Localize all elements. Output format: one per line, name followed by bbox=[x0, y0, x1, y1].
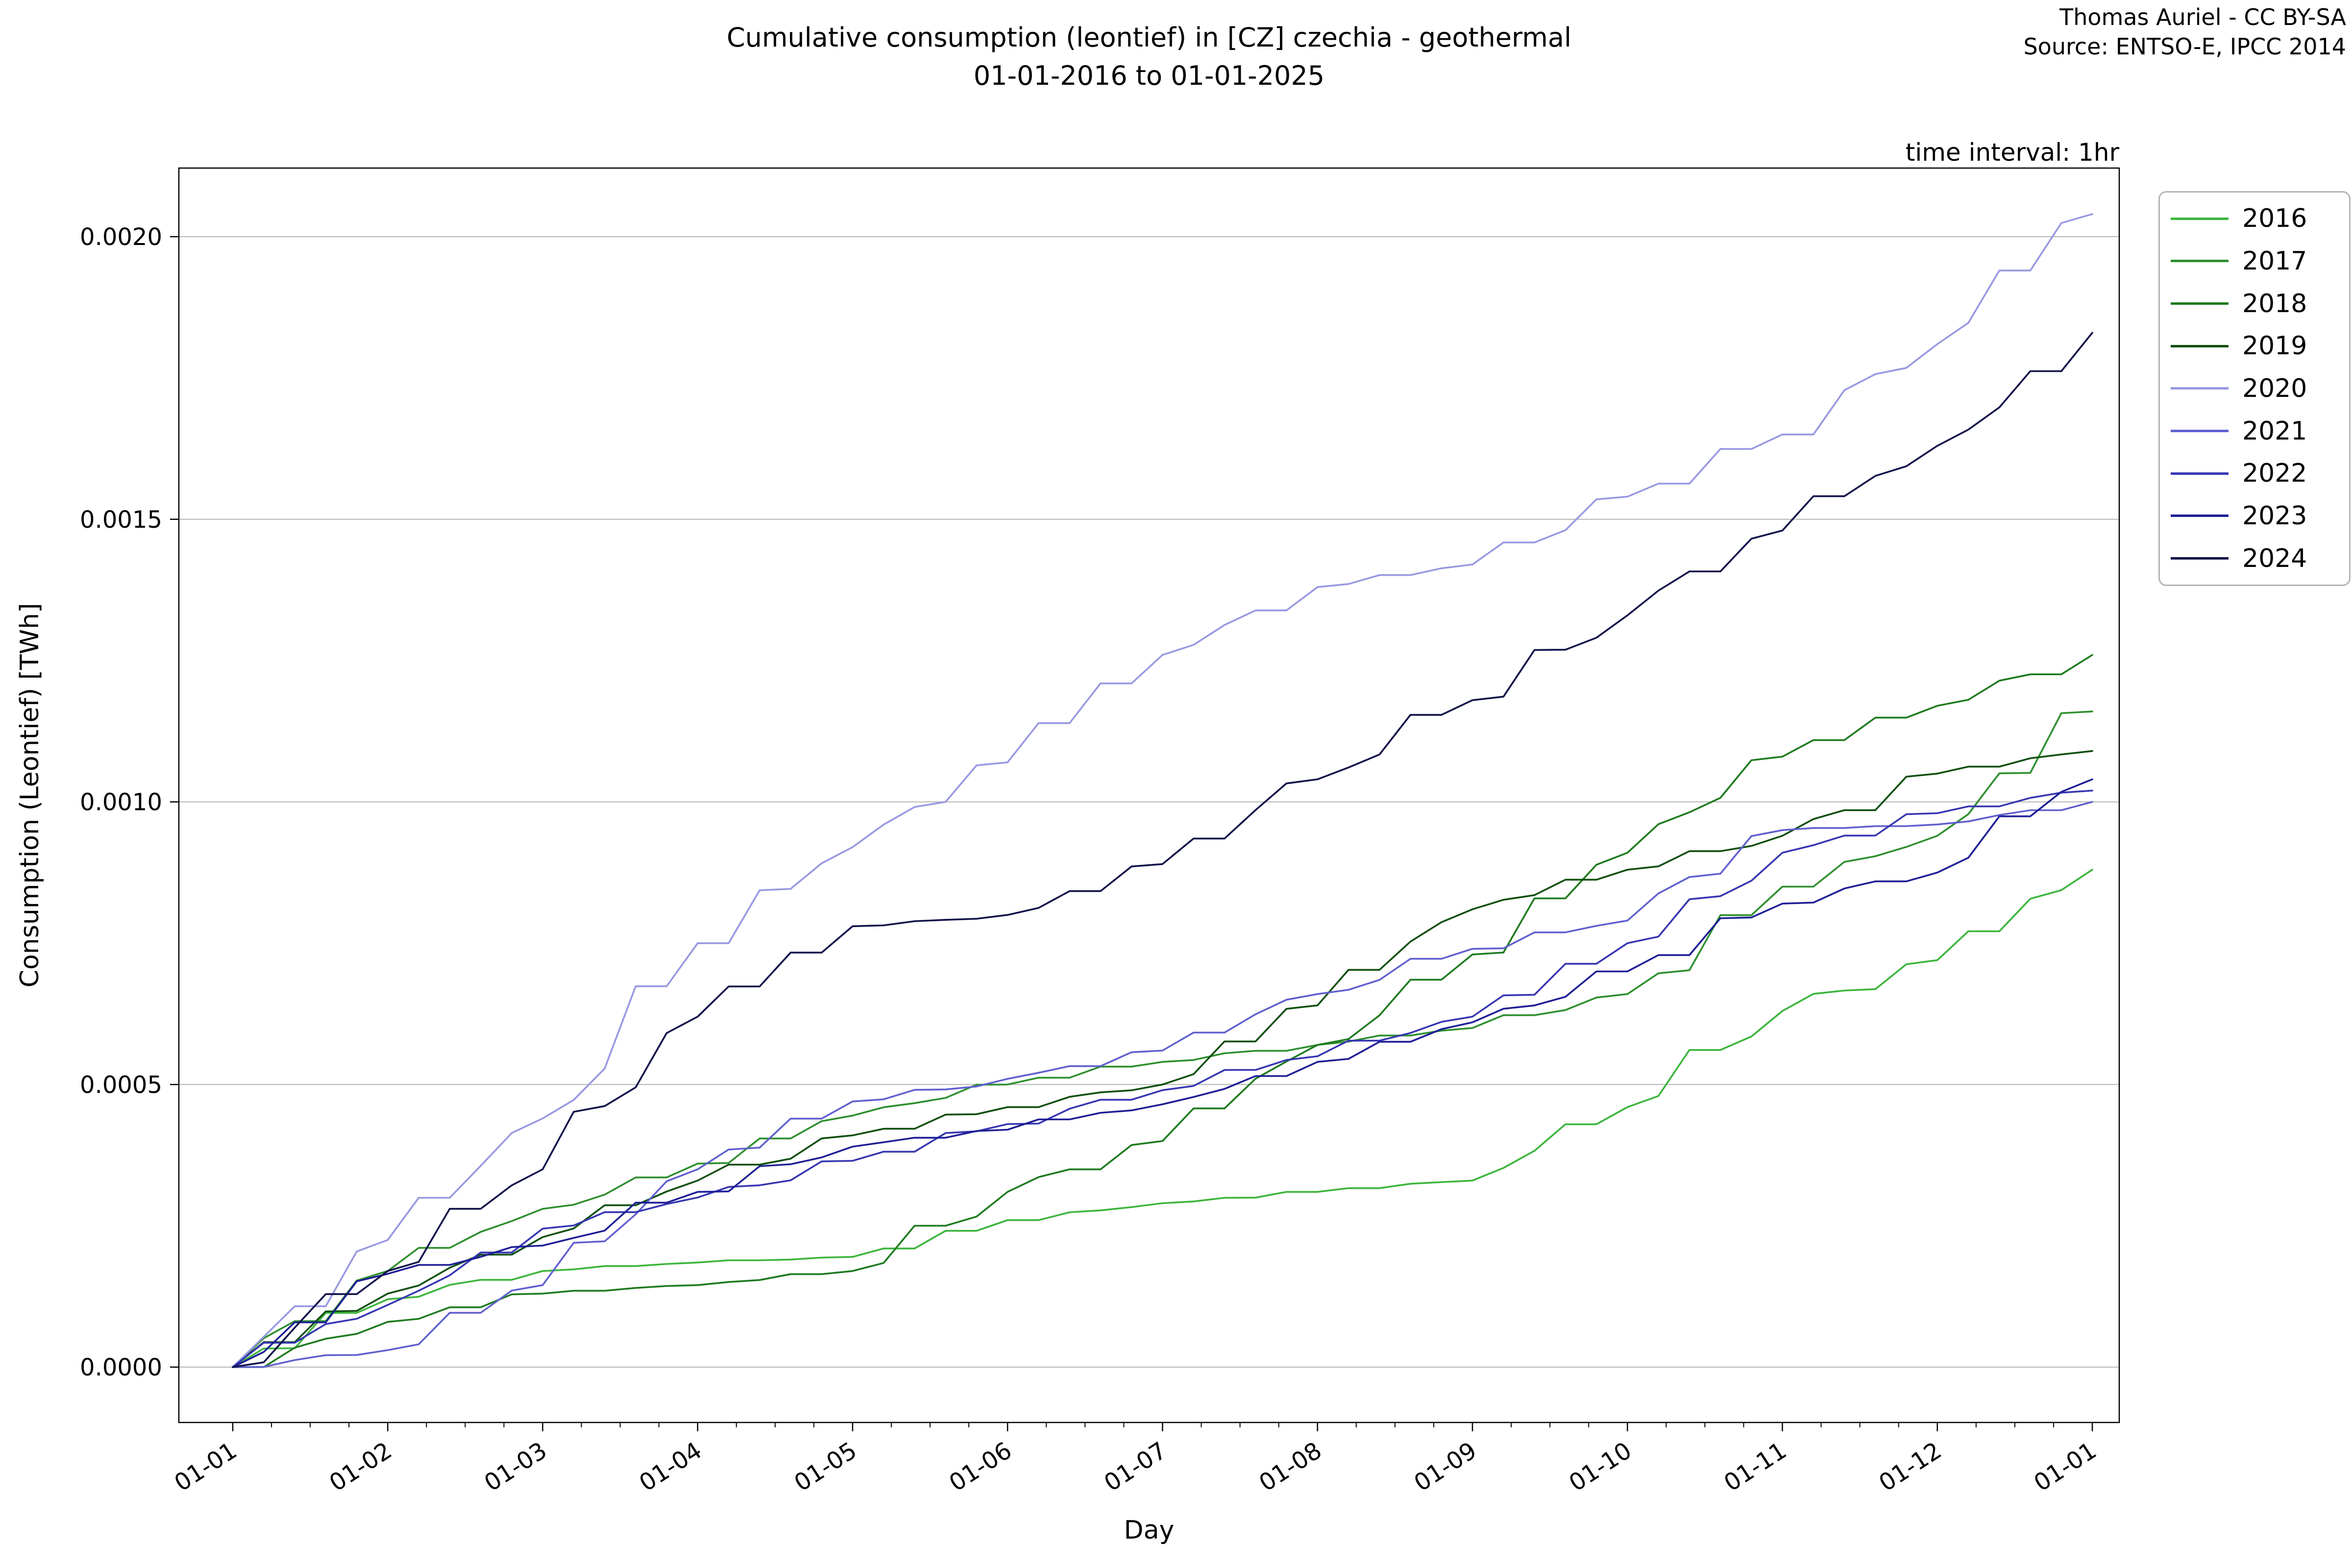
y-tick-label: 0.0015 bbox=[80, 506, 162, 534]
legend-label: 2023 bbox=[2242, 501, 2307, 531]
legend-label: 2024 bbox=[2242, 543, 2307, 573]
chart-title-block: Cumulative consumption (leontief) in [CZ… bbox=[179, 19, 2119, 96]
legend-label: 2016 bbox=[2242, 204, 2307, 234]
legend-swatch bbox=[2171, 557, 2229, 560]
legend-item-2024: 2024 bbox=[2160, 544, 2349, 573]
legend-swatch bbox=[2171, 514, 2229, 517]
y-axis-label: Consumption (Leontief) [TWh] bbox=[15, 603, 45, 988]
legend-label: 2017 bbox=[2242, 246, 2307, 276]
chart-subtitle: 01-01-2016 to 01-01-2025 bbox=[973, 60, 1325, 92]
series-line-2022 bbox=[232, 789, 2093, 1368]
x-tick-label: 01-02 bbox=[324, 1437, 396, 1497]
legend-label: 2021 bbox=[2242, 416, 2307, 446]
attribution: Thomas Auriel - CC BY-SA Source: ENTSO-E… bbox=[2023, 3, 2346, 62]
time-interval-note: time interval: 1hr bbox=[1905, 138, 2119, 167]
series-line-2019 bbox=[232, 750, 2093, 1368]
x-tick-label: 01-01 bbox=[2029, 1437, 2101, 1497]
y-tick-label: 0.0010 bbox=[80, 789, 162, 816]
legend-item-2023: 2023 bbox=[2160, 501, 2349, 531]
legend-swatch bbox=[2171, 344, 2229, 347]
legend-item-2018: 2018 bbox=[2160, 289, 2349, 318]
plot-frame bbox=[178, 167, 2120, 1423]
series-line-2018 bbox=[232, 654, 2093, 1368]
legend-label: 2019 bbox=[2242, 331, 2307, 361]
x-tick-label: 01-06 bbox=[944, 1437, 1016, 1497]
attribution-author: Thomas Auriel - CC BY-SA bbox=[2059, 4, 2346, 30]
x-tick-label: 01-09 bbox=[1409, 1437, 1481, 1497]
legend: 2016 2017 2018 2019 2020 2021 2022 2023 2024 bbox=[2158, 191, 2351, 586]
legend-item-2021: 2021 bbox=[2160, 416, 2349, 446]
legend-swatch bbox=[2171, 260, 2229, 263]
x-tick-label: 01-08 bbox=[1254, 1437, 1326, 1497]
series-line-2021 bbox=[232, 801, 2093, 1368]
series-line-2023 bbox=[232, 778, 2093, 1368]
x-tick-label: 01-11 bbox=[1719, 1437, 1791, 1497]
x-tick-label: 01-01 bbox=[170, 1437, 242, 1497]
series-line-2017 bbox=[232, 710, 2093, 1368]
x-axis-label: Day bbox=[1124, 1516, 1175, 1545]
legend-item-2017: 2017 bbox=[2160, 246, 2349, 276]
legend-swatch bbox=[2171, 387, 2229, 390]
series-line-2020 bbox=[232, 213, 2093, 1368]
legend-swatch bbox=[2171, 217, 2229, 220]
legend-label: 2020 bbox=[2242, 373, 2307, 403]
legend-label: 2018 bbox=[2242, 289, 2307, 318]
legend-swatch bbox=[2171, 472, 2229, 475]
legend-swatch bbox=[2171, 430, 2229, 433]
legend-item-2019: 2019 bbox=[2160, 331, 2349, 361]
x-tick-label: 01-03 bbox=[480, 1437, 552, 1497]
x-tick-label: 01-05 bbox=[789, 1437, 861, 1497]
legend-item-2016: 2016 bbox=[2160, 204, 2349, 233]
attribution-source: Source: ENTSO-E, IPCC 2014 bbox=[2023, 33, 2346, 60]
legend-item-2020: 2020 bbox=[2160, 374, 2349, 403]
series-line-2016 bbox=[232, 869, 2093, 1368]
chart-title: Cumulative consumption (leontief) in [CZ… bbox=[727, 22, 1571, 53]
legend-label: 2022 bbox=[2242, 459, 2307, 489]
legend-item-2022: 2022 bbox=[2160, 459, 2349, 488]
y-tick-label: 0.0000 bbox=[80, 1354, 162, 1381]
series-line-2024 bbox=[232, 332, 2093, 1368]
x-tick-label: 01-04 bbox=[635, 1437, 707, 1497]
legend-swatch bbox=[2171, 302, 2229, 305]
x-tick-label: 01-07 bbox=[1100, 1437, 1172, 1497]
y-tick-label: 0.0020 bbox=[80, 223, 162, 251]
y-tick-label: 0.0005 bbox=[80, 1071, 162, 1099]
x-tick-label: 01-10 bbox=[1564, 1437, 1636, 1497]
x-tick-label: 01-12 bbox=[1874, 1437, 1946, 1497]
